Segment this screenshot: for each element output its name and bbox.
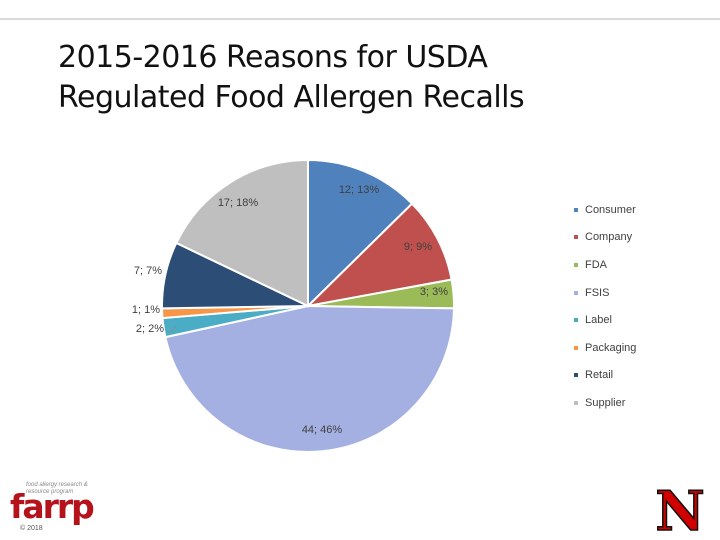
legend-label: Label (585, 314, 612, 327)
chart-legend: Consumer Company FDA FSIS Label Packagin… (574, 196, 636, 417)
legend-item-label: Label (574, 306, 636, 334)
legend-item-fsis: FSIS (574, 279, 636, 307)
pie-slice-supplier (174, 158, 309, 308)
legend-item-packaging: Packaging (574, 334, 636, 362)
legend-swatch (574, 400, 578, 405)
data-label-fsis: 44; 46% (302, 424, 343, 436)
legend-label: FSIS (585, 286, 610, 299)
data-label-packaging: 1; 1% (132, 304, 160, 316)
legend-swatch (574, 207, 578, 212)
data-label-fda: 3; 3% (420, 286, 448, 298)
legend-swatch (574, 262, 578, 267)
data-label-supplier: 17; 18% (218, 197, 259, 209)
legend-swatch (574, 290, 578, 295)
n-letter: N (655, 484, 704, 536)
legend-label: FDA (585, 258, 607, 271)
legend-swatch (574, 318, 578, 323)
title-line-2: Regulated Food Allergen Recalls (58, 80, 525, 115)
farrp-tagline: food allergy research & resource program (26, 482, 88, 495)
farrp-wordmark: farrp (10, 487, 95, 526)
data-label-retail: 7; 7% (134, 265, 162, 277)
legend-label: Retail (585, 369, 614, 382)
legend-swatch (574, 235, 578, 240)
pie-slice-consumer (307, 158, 414, 309)
legend-item-consumer: Consumer (574, 196, 636, 224)
data-label-consumer: 12; 13% (339, 184, 380, 196)
legend-label: Supplier (585, 396, 626, 409)
legend-item-company: Company (574, 224, 636, 252)
copyright-notice: © 2018 (20, 525, 43, 532)
page-title: 2015-2016 Reasons for USDA Regulated Foo… (58, 38, 525, 118)
data-label-label: 2; 2% (136, 323, 164, 335)
data-label-company: 9; 9% (404, 241, 432, 253)
legend-label: Packaging (585, 341, 637, 354)
legend-label: Company (585, 231, 633, 244)
legend-swatch (574, 345, 578, 350)
header-divider (0, 18, 720, 20)
legend-swatch (574, 373, 578, 378)
leader-line (168, 325, 177, 333)
legend-label: Consumer (585, 203, 636, 216)
legend-item-retail: Retail (574, 362, 636, 390)
legend-item-supplier: Supplier (574, 389, 636, 417)
pie-slice-company (304, 202, 453, 308)
nebraska-n-logo: N (655, 484, 706, 536)
farrp-logo: food allergy research & resource program… (8, 482, 98, 538)
title-line-1: 2015-2016 Reasons for USDA (58, 40, 488, 75)
legend-item-fda: FDA (574, 251, 636, 279)
pie-slice-fsis (164, 304, 455, 453)
